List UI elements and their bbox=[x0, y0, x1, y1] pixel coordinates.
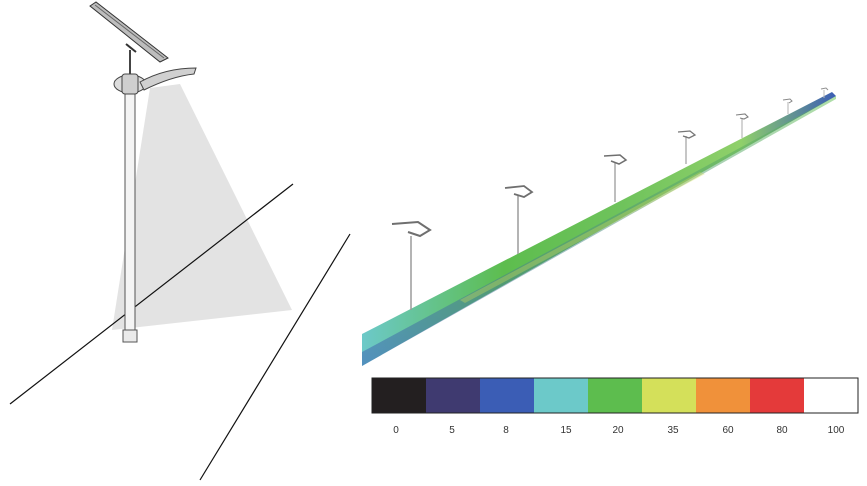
legend-label-3: 15 bbox=[560, 425, 572, 436]
legend-swatch-3 bbox=[534, 378, 588, 413]
legend-label-1: 5 bbox=[449, 425, 455, 436]
legend-label-0: 0 bbox=[393, 425, 399, 436]
legend-label-4: 20 bbox=[612, 425, 624, 436]
pole-4 bbox=[677, 130, 697, 164]
legend-swatch-8 bbox=[804, 378, 858, 413]
light-cone bbox=[112, 84, 292, 330]
legend-swatch-6 bbox=[696, 378, 750, 413]
legend-swatch-7 bbox=[750, 378, 804, 413]
pole-base bbox=[122, 329, 138, 343]
road-illuminance-simulation bbox=[362, 87, 836, 366]
legend-border bbox=[371, 377, 859, 414]
pole bbox=[124, 91, 136, 343]
legend-label-6: 60 bbox=[722, 425, 734, 436]
road-edge-near bbox=[9, 183, 294, 405]
illuminance-color-legend: 0 5 8 15 20 35 60 80 100 bbox=[371, 377, 859, 436]
legend-swatch-4 bbox=[588, 378, 642, 413]
road-yellow-highlight bbox=[460, 172, 705, 303]
fixture-head bbox=[113, 50, 197, 95]
road-edge-far bbox=[199, 233, 351, 481]
solar-street-light-illustration bbox=[9, 1, 351, 481]
solar-panel bbox=[89, 1, 169, 63]
pole-2 bbox=[504, 185, 534, 254]
legend-swatch-5 bbox=[642, 378, 696, 413]
legend-swatch-1 bbox=[426, 378, 480, 413]
pole-7 bbox=[820, 87, 829, 98]
pole-6 bbox=[782, 98, 793, 114]
legend-label-8: 100 bbox=[828, 425, 845, 436]
pole-3 bbox=[603, 154, 628, 202]
road-lower-edge bbox=[362, 96, 836, 366]
legend-label-2: 8 bbox=[503, 425, 509, 436]
legend-swatch-2 bbox=[480, 378, 534, 413]
legend-label-5: 35 bbox=[667, 425, 679, 436]
pole-1 bbox=[391, 220, 432, 310]
pole-5 bbox=[735, 113, 749, 138]
legend-swatch-0 bbox=[372, 378, 426, 413]
legend-label-7: 80 bbox=[776, 425, 788, 436]
